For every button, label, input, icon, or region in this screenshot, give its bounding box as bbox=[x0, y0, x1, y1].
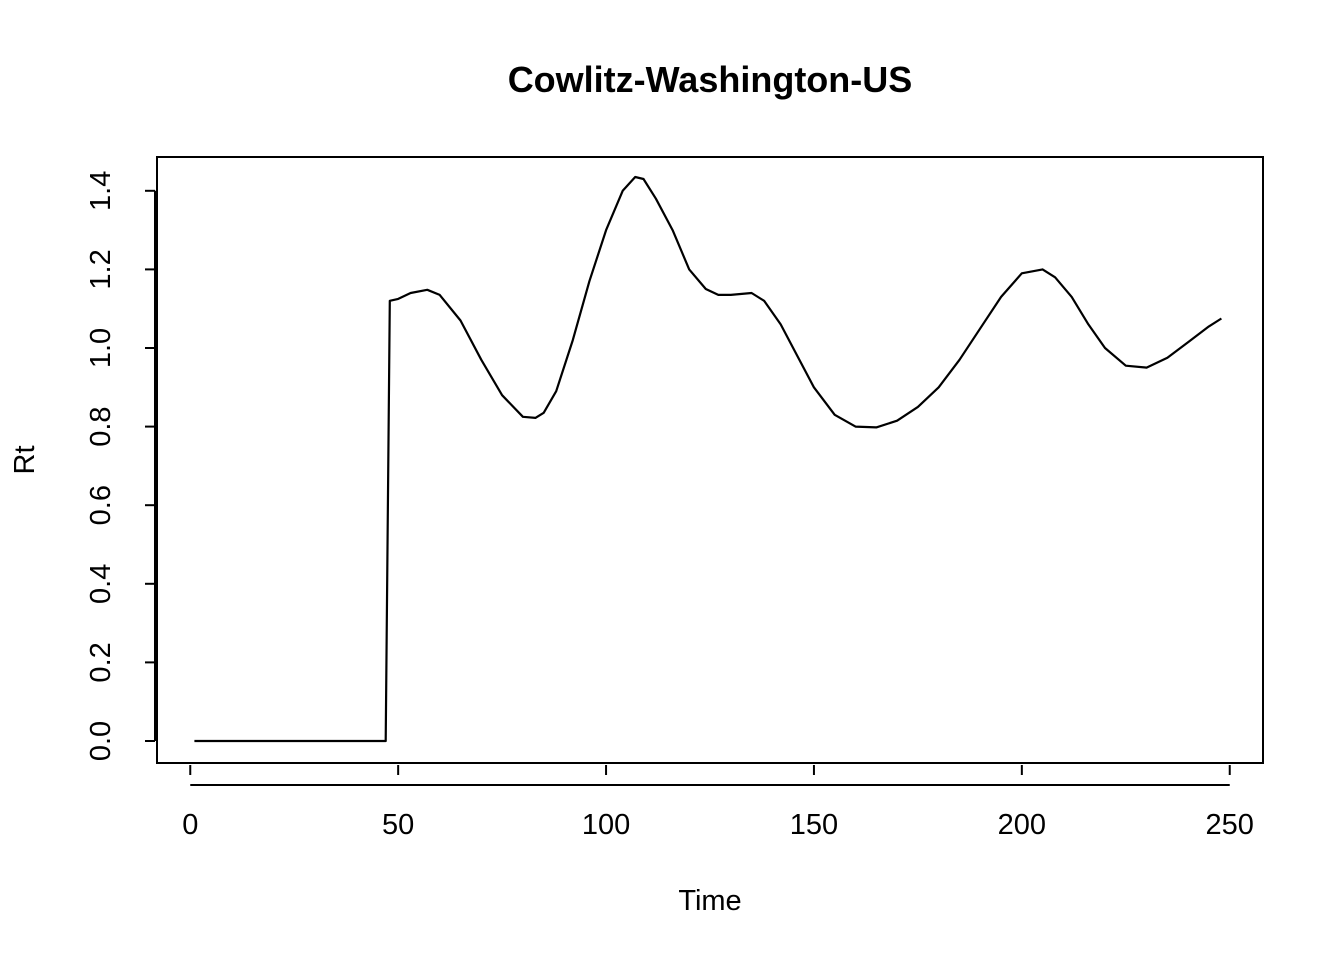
y-tick-label: 0.6 bbox=[85, 485, 117, 525]
x-axis: 0 50 100 150 200 250 bbox=[182, 765, 1254, 841]
y-tick-label: 0.4 bbox=[85, 564, 117, 604]
x-tick-label: 50 bbox=[382, 809, 414, 841]
x-axis-label: Time bbox=[678, 885, 741, 917]
y-tick-label: 0.8 bbox=[85, 406, 117, 446]
y-axis: 0.0 0.2 0.4 0.6 0.8 1.0 1.2 1.4 bbox=[85, 171, 156, 761]
y-tick-label: 0.2 bbox=[85, 642, 117, 682]
rt-series-line bbox=[194, 175, 1222, 743]
series-layer bbox=[194, 175, 1222, 743]
x-tick-label: 100 bbox=[582, 809, 630, 841]
x-tick-label: 150 bbox=[790, 809, 838, 841]
x-tick-label: 0 bbox=[182, 809, 198, 841]
y-axis-label: Rt bbox=[9, 446, 41, 475]
chart-title: Cowlitz-Washington-US bbox=[508, 59, 913, 100]
y-tick-label: 1.0 bbox=[85, 328, 117, 368]
y-tick-label: 1.2 bbox=[85, 249, 117, 289]
y-tick-label: 1.4 bbox=[85, 171, 117, 211]
x-tick-label: 250 bbox=[1206, 809, 1254, 841]
x-tick-label: 200 bbox=[998, 809, 1046, 841]
y-tick-label: 0.0 bbox=[85, 721, 117, 761]
plot-frame bbox=[156, 156, 1264, 764]
